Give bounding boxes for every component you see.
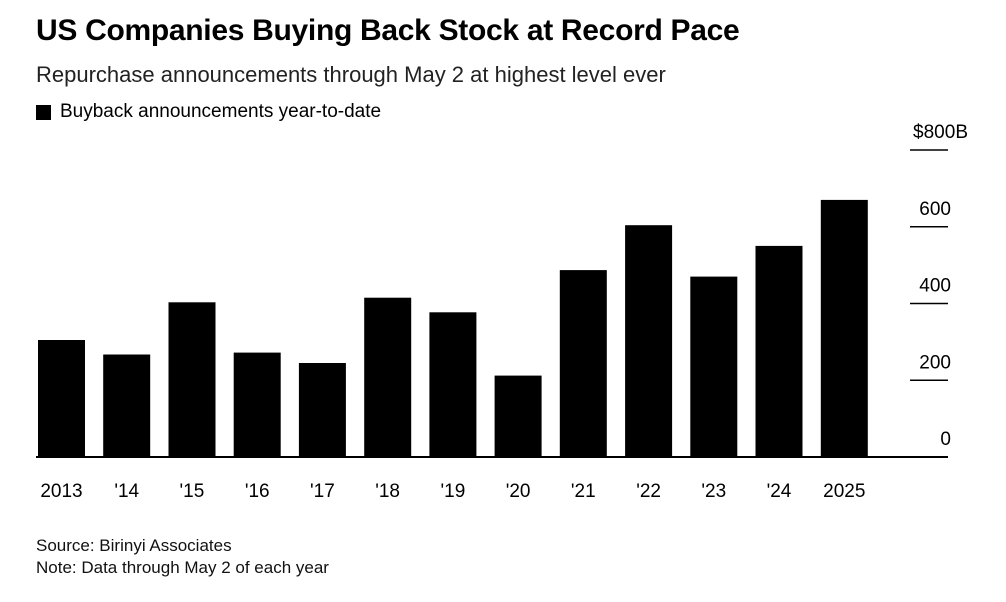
y-tick-label-0: 0 [940, 429, 951, 450]
bar-12 [820, 199, 868, 457]
x-tick-label-12: 2025 [823, 481, 865, 502]
x-tick-label-1: '14 [114, 481, 139, 502]
bar-5 [364, 297, 412, 457]
x-tick-label-11: '24 [767, 481, 792, 502]
x-tick-label-2: '15 [180, 481, 205, 502]
legend-label: Buyback announcements year-to-date [60, 101, 382, 122]
chart-subtitle: Repurchase announcements through May 2 a… [36, 62, 666, 87]
bar-7 [494, 375, 542, 457]
y-tick-label-4: $800B [913, 122, 968, 143]
bar-1 [103, 354, 151, 457]
bar-8 [559, 270, 607, 457]
x-tick-label-3: '16 [245, 481, 270, 502]
legend-swatch [36, 104, 51, 120]
x-tick-label-9: '22 [636, 481, 661, 502]
chart-title: US Companies Buying Back Stock at Record… [36, 14, 740, 47]
bars-group [38, 199, 868, 457]
x-tick-label-6: '19 [441, 481, 466, 502]
x-tick-label-10: '23 [701, 481, 726, 502]
source-note: Source: Birinyi Associates [36, 536, 232, 555]
bar-6 [429, 312, 477, 457]
y-tick-label-1: 200 [919, 352, 951, 373]
legend: Buyback announcements year-to-date [36, 101, 381, 123]
bar-4 [298, 363, 346, 457]
x-tick-label-0: 2013 [40, 481, 82, 502]
y-axis: 0 200 400 600 $800B [910, 122, 968, 450]
x-tick-label-8: '21 [571, 481, 596, 502]
x-tick-label-4: '17 [310, 481, 335, 502]
bar-0 [38, 340, 85, 457]
bar-9 [625, 225, 673, 457]
bar-11 [755, 245, 803, 457]
x-tick-label-7: '20 [506, 481, 531, 502]
x-tick-label-5: '18 [375, 481, 400, 502]
y-tick-label-2: 400 [919, 276, 951, 297]
data-note: Note: Data through May 2 of each year [36, 558, 329, 577]
y-tick-label-3: 600 [919, 199, 951, 220]
bar-2 [168, 302, 216, 457]
bar-3 [233, 352, 281, 457]
bar-10 [690, 276, 738, 457]
x-tick-labels: 2013 '14 '15 '16 '17 '18 '19 '20 '21 '22 '23 '24 202… [40, 481, 865, 502]
